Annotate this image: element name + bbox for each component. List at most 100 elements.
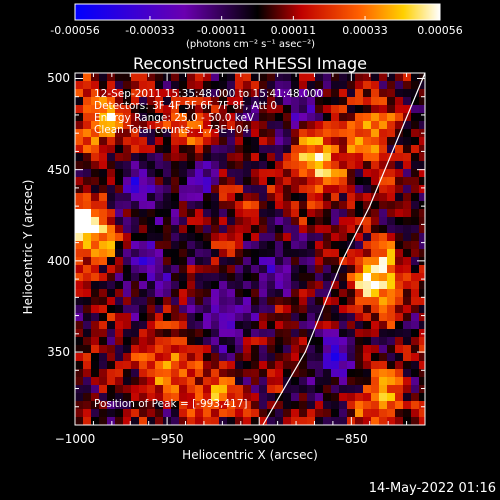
heatmap-cell: [163, 393, 172, 402]
heatmap-cell: [355, 137, 364, 146]
heatmap-cell: [163, 145, 172, 154]
heatmap-cell: [235, 361, 244, 370]
heatmap-cell: [259, 105, 268, 114]
heatmap-cell: [259, 217, 268, 226]
heatmap-cell: [291, 217, 300, 226]
colorbar-tick-label: 0.00033: [342, 24, 388, 37]
heatmap-cell: [187, 169, 196, 178]
heatmap-cell: [83, 337, 92, 346]
heatmap-cell: [315, 409, 324, 418]
heatmap-cell: [283, 137, 292, 146]
heatmap-cell: [403, 289, 412, 298]
heatmap-cell: [395, 377, 404, 386]
heatmap-cell: [299, 217, 308, 226]
heatmap-cell: [339, 137, 348, 146]
heatmap-cell: [203, 161, 212, 170]
heatmap-cell: [315, 377, 324, 386]
info-clean-counts: Clean Total counts: 1.73E+04: [94, 124, 250, 136]
x-tick-label: −1000: [54, 432, 96, 446]
heatmap-cell: [299, 105, 308, 114]
heatmap-cell: [235, 393, 244, 402]
heatmap-cell: [363, 161, 372, 170]
heatmap-cell: [107, 233, 116, 242]
heatmap-cell: [395, 249, 404, 258]
heatmap-cell: [339, 233, 348, 242]
heatmap-cell: [235, 329, 244, 338]
heatmap-cell: [107, 401, 116, 410]
heatmap-cell: [155, 97, 164, 106]
heatmap-cell: [347, 97, 356, 106]
heatmap-cell: [91, 193, 100, 202]
heatmap-cell: [251, 137, 260, 146]
heatmap-cell: [179, 409, 188, 418]
heatmap-cell: [395, 105, 404, 114]
heatmap-cell: [107, 89, 116, 98]
heatmap-cell: [339, 401, 348, 410]
heatmap-cell: [203, 329, 212, 338]
heatmap-cell: [339, 121, 348, 130]
heatmap-cell: [323, 185, 332, 194]
heatmap-cell: [371, 401, 380, 410]
heatmap-cell: [291, 353, 300, 362]
heatmap-cell: [387, 241, 396, 250]
heatmap-cell: [275, 297, 284, 306]
heatmap-cell: [411, 345, 420, 354]
heatmap-cell: [323, 329, 332, 338]
heatmap-cell: [123, 345, 132, 354]
heatmap-cell: [195, 289, 204, 298]
heatmap-cell: [195, 97, 204, 106]
heatmap-cell: [379, 369, 388, 378]
heatmap-cell: [251, 257, 260, 266]
heatmap-cell: [283, 353, 292, 362]
heatmap-cell: [419, 225, 425, 234]
heatmap-cell: [107, 281, 116, 290]
heatmap-cell: [195, 169, 204, 178]
heatmap-cell: [275, 305, 284, 314]
heatmap-cell: [291, 161, 300, 170]
heatmap-cell: [299, 89, 308, 98]
heatmap-cell: [395, 337, 404, 346]
heatmap-cell: [219, 257, 228, 266]
heatmap-cell: [379, 113, 388, 122]
heatmap-cell: [171, 353, 180, 362]
heatmap-cell: [115, 345, 124, 354]
heatmap-cell: [403, 209, 412, 218]
heatmap-cell: [267, 377, 276, 386]
heatmap-cell: [139, 137, 148, 146]
heatmap-cell: [131, 209, 140, 218]
heatmap-cell: [275, 161, 284, 170]
heatmap-cell: [283, 297, 292, 306]
heatmap-cell: [171, 385, 180, 394]
heatmap-cell: [411, 161, 420, 170]
heatmap-cell: [219, 97, 228, 106]
heatmap-cell: [315, 289, 324, 298]
heatmap-cell: [379, 129, 388, 138]
heatmap-cell: [107, 225, 116, 234]
heatmap-cell: [203, 273, 212, 282]
heatmap-cell: [387, 289, 396, 298]
heatmap-cell: [107, 241, 116, 250]
heatmap-cell: [331, 281, 340, 290]
heatmap-cell: [235, 297, 244, 306]
heatmap-cell: [299, 97, 308, 106]
heatmap-cell: [123, 401, 132, 410]
heatmap-cell: [251, 289, 260, 298]
heatmap-cell: [275, 105, 284, 114]
heatmap-cell: [307, 313, 316, 322]
heatmap-cell: [211, 121, 220, 130]
heatmap-cell: [323, 225, 332, 234]
heatmap-cell: [355, 217, 364, 226]
heatmap-cell: [355, 161, 364, 170]
heatmap-cell: [371, 337, 380, 346]
heatmap-cell: [219, 361, 228, 370]
heatmap-cell: [275, 113, 284, 122]
heatmap-cell: [211, 273, 220, 282]
heatmap-cell: [379, 265, 388, 274]
heatmap-cell: [195, 393, 204, 402]
heatmap-cell: [243, 137, 252, 146]
heatmap-cell: [323, 177, 332, 186]
heatmap-cell: [107, 265, 116, 274]
heatmap-cell: [99, 353, 108, 362]
heatmap-cell: [139, 121, 148, 130]
heatmap-cell: [283, 153, 292, 162]
